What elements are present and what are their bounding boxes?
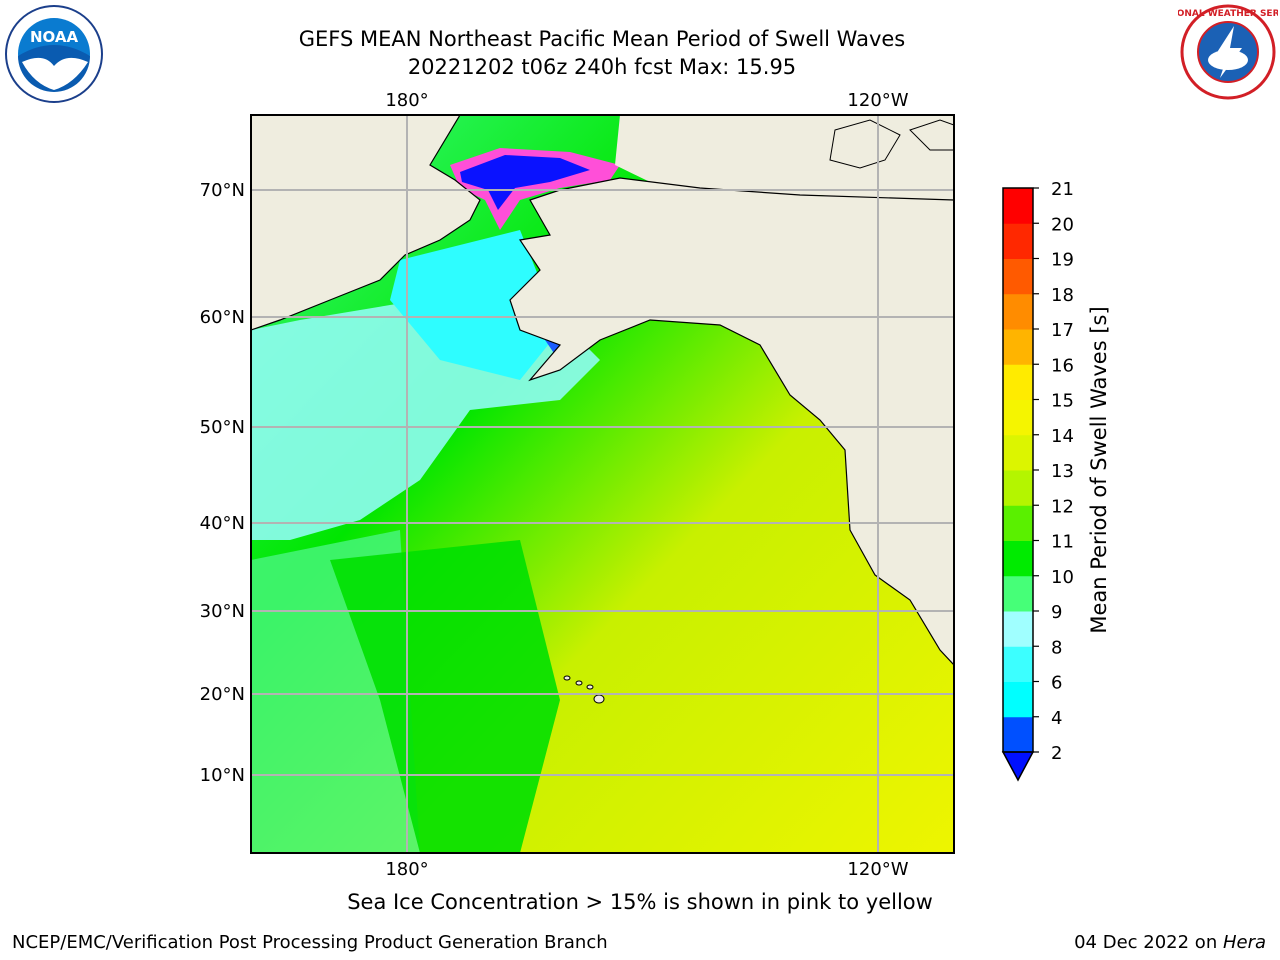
- land-arctic-island-2: [909, 119, 954, 151]
- lat-label-10n: 10°N: [200, 765, 245, 786]
- colorbar-under-triangle: [1001, 751, 1035, 782]
- colorbar-tick-label: 14: [1051, 426, 1074, 447]
- colorbar-tick-label: 11: [1051, 532, 1074, 553]
- sea-ice-note: Sea Ice Concentration > 15% is shown in …: [347, 890, 933, 914]
- colorbar-tick-label: 20: [1051, 214, 1074, 235]
- colorbar-bin: [1003, 611, 1033, 647]
- machine-name: Hera: [1222, 932, 1266, 953]
- colorbar-bin: [1003, 434, 1033, 471]
- colorbar-tick-label: 13: [1051, 461, 1074, 482]
- colorbar-bin: [1003, 293, 1033, 330]
- land-north-america: [509, 177, 954, 666]
- chart-subtitle: 20221202 t06z 240h fcst Max: 15.95: [407, 55, 797, 79]
- run-date-text: 04 Dec 2022 on: [1074, 932, 1223, 953]
- arctic-deep-blue: [460, 155, 590, 210]
- bering-cyan: [390, 230, 560, 380]
- noaa-logo-text: NOAA: [30, 28, 79, 46]
- lat-label-30n: 30°N: [200, 601, 245, 622]
- colorbar-bin: [1003, 681, 1033, 718]
- land-siberia: [251, 115, 481, 331]
- lon-label-top-120w: 120°W: [847, 90, 908, 111]
- colorbar-tick-label: 9: [1051, 602, 1062, 623]
- colorbar-tick-label: 18: [1051, 285, 1074, 306]
- colorbar-tick-label: 2: [1051, 743, 1062, 764]
- colorbar-bin: [1003, 540, 1033, 577]
- noaa-logo-icon: NOAA: [5, 5, 103, 103]
- colorbar-bin: [1003, 505, 1033, 541]
- lon-label-bottom-180: 180°: [385, 859, 428, 880]
- graticule: [251, 115, 954, 853]
- chart-title: GEFS MEAN Northeast Pacific Mean Period …: [298, 27, 906, 51]
- lat-label-70n: 70°N: [200, 180, 245, 201]
- credit-text: NCEP/EMC/Verification Post Processing Pr…: [12, 932, 608, 953]
- colorbar-bin: [1003, 223, 1033, 259]
- colorbar-bin: [1003, 716, 1033, 753]
- colorbar: 2 4 6 8 9 10 11 12 13 14 15 16 17 18 19 20 21: [1001, 179, 1074, 782]
- colorbar-tick-label: 10: [1051, 567, 1074, 588]
- lon-label-top-180: 180°: [385, 90, 428, 111]
- colorbar-label: Mean Period of Swell Waves [s]: [1087, 306, 1111, 633]
- lat-label-40n: 40°N: [200, 513, 245, 534]
- lat-label-60n: 60°N: [200, 307, 245, 328]
- lat-label-50n: 50°N: [200, 417, 245, 438]
- land-arctic-island: [829, 119, 901, 169]
- colorbar-tick-label: 17: [1051, 320, 1074, 341]
- colorbar-tick-label: 8: [1051, 637, 1062, 658]
- colorbar-tick-label: 15: [1051, 391, 1074, 412]
- lat-label-20n: 20°N: [200, 684, 245, 705]
- map-area: [251, 115, 954, 853]
- colorbar-bin: [1003, 364, 1033, 400]
- colorbar-bin: [1003, 575, 1033, 612]
- colorbar-tick-label: 19: [1051, 250, 1074, 271]
- nws-logo-text: NATIONAL WEATHER SERVICE: [1178, 9, 1278, 19]
- hawaii-islands: [563, 675, 605, 704]
- lon-label-bottom-120w: 120°W: [847, 859, 908, 880]
- colorbar-tick-label: 12: [1051, 496, 1074, 517]
- colorbar-bin: [1003, 399, 1033, 436]
- colorbar-tick-label: 16: [1051, 355, 1074, 376]
- nws-logo-icon: NATIONAL WEATHER SERVICE: [1178, 4, 1278, 100]
- colorbar-bin: [1003, 646, 1033, 682]
- colorbar-bin: [1003, 329, 1033, 365]
- map-frame: [250, 114, 955, 854]
- colorbar-tick-label: 4: [1051, 708, 1062, 729]
- run-date: 04 Dec 2022 on Hera: [1074, 932, 1266, 953]
- colorbar-bin: [1003, 188, 1033, 224]
- colorbar-tick-label: 6: [1051, 673, 1062, 694]
- colorbar-bin: [1003, 470, 1033, 506]
- colorbar-tick-label: 21: [1051, 179, 1074, 200]
- colorbar-bin: [1003, 258, 1033, 295]
